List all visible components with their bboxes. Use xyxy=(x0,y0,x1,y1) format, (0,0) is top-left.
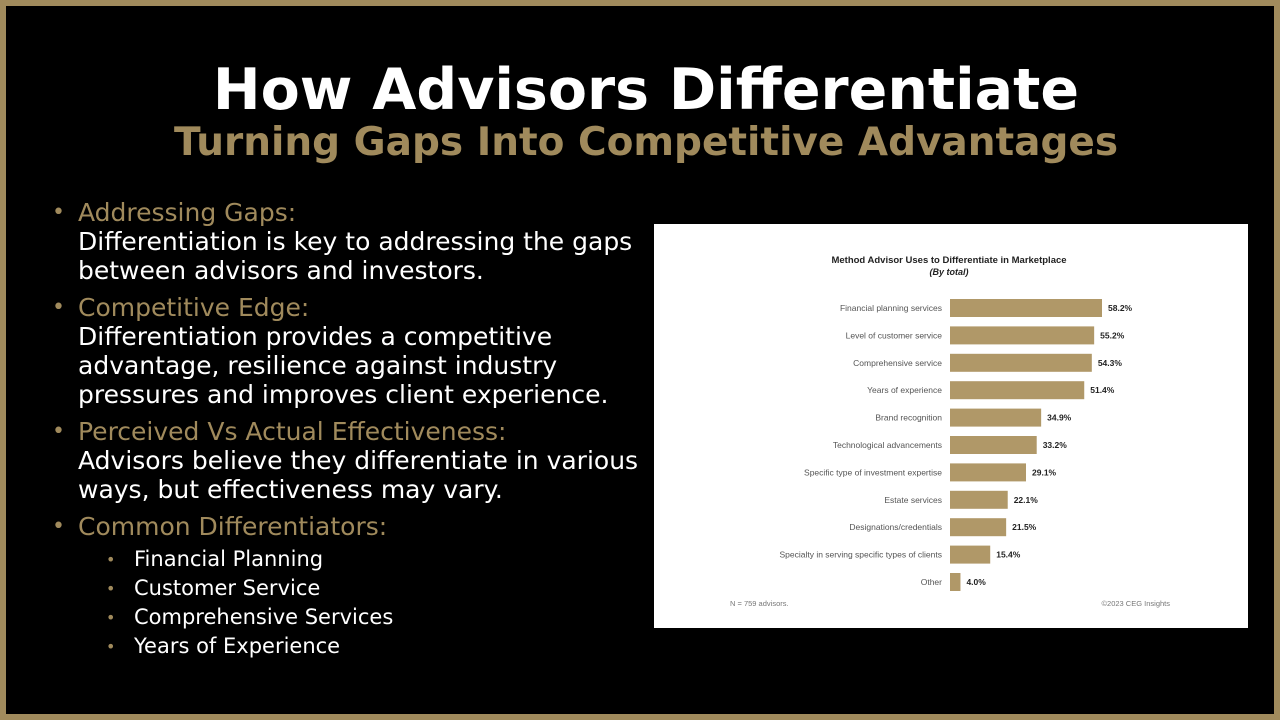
slide-title: How Advisors Differentiate xyxy=(212,57,1080,123)
bullet-perceived-vs-actual: • Perceived Vs Actual Effectiveness: Adv… xyxy=(52,417,642,504)
category-label: Years of experience xyxy=(867,385,942,395)
category-label: Specialty in serving specific types of c… xyxy=(779,550,942,560)
chart-footnote: N = 759 advisors. xyxy=(730,599,789,608)
bullet-common-differentiators: • Common Differentiators: • Financial Pla… xyxy=(52,512,642,661)
bullet-dot-icon: • xyxy=(52,514,65,539)
data-label: 15.4% xyxy=(996,550,1021,560)
data-label: 34.9% xyxy=(1047,413,1072,423)
data-label: 58.2% xyxy=(1108,303,1133,313)
data-label: 22.1% xyxy=(1014,495,1039,505)
bullet-dot-icon: • xyxy=(52,200,65,225)
category-label: Technological advancements xyxy=(833,440,942,450)
sub-bullet-dot-icon: • xyxy=(106,550,116,569)
bar xyxy=(950,490,1008,509)
bar xyxy=(950,381,1085,400)
category-label: Financial planning services xyxy=(840,303,942,313)
bar-chart: Method Advisor Uses to Differentiate in … xyxy=(730,255,1171,608)
sub-bullet-text: Years of Experience xyxy=(134,634,341,658)
bullet-text: Differentiation provides a competitive a… xyxy=(78,322,609,409)
data-label: 29.1% xyxy=(1032,467,1057,477)
bullet-heading: Addressing Gaps: xyxy=(78,198,297,227)
chart-title: Method Advisor Uses to Differentiate in … xyxy=(831,255,1066,266)
data-label: 4.0% xyxy=(966,577,986,587)
chart-panel: Method Advisor Uses to Differentiate in … xyxy=(654,224,1248,628)
bullet-heading: Competitive Edge: xyxy=(78,293,310,322)
bar xyxy=(950,299,1102,317)
category-label: Comprehensive service xyxy=(853,358,942,368)
bars-group: Financial planning services 58.2% Level of… xyxy=(779,299,1133,591)
data-label: 21.5% xyxy=(1012,522,1037,532)
category-label: Specific type of investment expertise xyxy=(804,467,942,477)
bar xyxy=(950,463,1026,482)
bullet-list: • Addressing Gaps: Differentiation is ke… xyxy=(52,198,642,669)
sub-bullet-dot-icon: • xyxy=(106,608,116,627)
bar xyxy=(950,353,1092,372)
data-label: 55.2% xyxy=(1100,330,1125,340)
bullet-text: Advisors believe they differentiate in v… xyxy=(78,446,639,504)
sub-bullet-dot-icon: • xyxy=(106,637,116,656)
bar xyxy=(950,408,1042,427)
data-label: 54.3% xyxy=(1098,358,1123,368)
bar xyxy=(950,326,1095,345)
bar xyxy=(950,436,1037,454)
data-label: 51.4% xyxy=(1090,385,1115,395)
category-label: Brand recognition xyxy=(875,413,942,423)
chart-subtitle: (By total) xyxy=(930,267,969,277)
chart-source: ©2023 CEG Insights xyxy=(1102,599,1171,608)
sub-bullet-text: Financial Planning xyxy=(134,547,324,571)
bullet-heading: Common Differentiators: xyxy=(78,512,388,541)
sub-bullet-item: • Customer Service xyxy=(106,574,642,603)
sub-bullet-list: • Financial Planning • Customer Service • C… xyxy=(78,545,642,661)
bar xyxy=(950,545,991,564)
category-label: Other xyxy=(921,577,942,587)
sub-bullet-item: • Financial Planning xyxy=(106,545,642,574)
slide-subtitle: Turning Gaps Into Competitive Advantages xyxy=(173,120,1119,165)
bullet-addressing-gaps: • Addressing Gaps: Differentiation is ke… xyxy=(52,198,642,285)
bullet-heading: Perceived Vs Actual Effectiveness: xyxy=(78,417,507,446)
category-label: Estate services xyxy=(884,495,942,505)
bullet-competitive-edge: • Competitive Edge: Differentiation prov… xyxy=(52,293,642,409)
bullet-dot-icon: • xyxy=(52,419,65,444)
sub-bullet-item: • Comprehensive Services xyxy=(106,603,642,632)
bullet-dot-icon: • xyxy=(52,295,65,320)
data-label: 33.2% xyxy=(1043,440,1068,450)
bullet-text: Differentiation is key to addressing the… xyxy=(78,227,633,285)
bar xyxy=(950,518,1007,537)
sub-bullet-dot-icon: • xyxy=(106,579,116,598)
bar xyxy=(950,573,961,591)
sub-bullet-item: • Years of Experience xyxy=(106,632,642,661)
category-label: Level of customer service xyxy=(846,330,943,340)
category-label: Designations/credentials xyxy=(849,522,942,532)
sub-bullet-text: Customer Service xyxy=(134,576,321,600)
sub-bullet-text: Comprehensive Services xyxy=(134,605,394,629)
